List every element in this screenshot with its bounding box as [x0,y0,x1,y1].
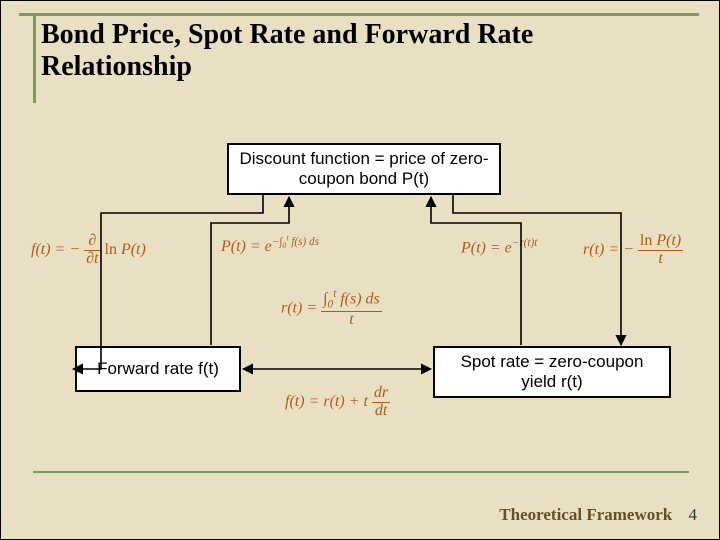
footer: Theoretical Framework 4 [499,505,697,525]
formula-P-from-f: P(t) = e−∫0t f(s) ds [221,233,319,256]
node-forward-rate: Forward rate f(t) [75,346,241,392]
title-side-rule [33,13,36,103]
node-discount-function: Discount function = price of zero-coupon… [227,143,501,195]
formula-r-from-P: r(t) = − ln P(t)t [583,233,683,268]
formula-f-from-r: f(t) = r(t) + t drdt [285,385,390,420]
title-block: Bond Price, Spot Rate and Forward Rate R… [41,19,681,83]
node-discount-label: Discount function = price of zero-coupon… [239,149,489,189]
slide-frame: Bond Price, Spot Rate and Forward Rate R… [0,0,720,540]
node-forward-label: Forward rate f(t) [97,359,219,379]
node-spot-rate: Spot rate = zero-coupon yield r(t) [433,346,671,398]
page-number: 4 [689,505,698,524]
node-spot-label: Spot rate = zero-coupon yield r(t) [445,352,659,392]
slide-title: Bond Price, Spot Rate and Forward Rate R… [41,19,681,83]
footer-label: Theoretical Framework [499,505,672,524]
formula-r-from-f: r(t) = ∫0t f(s) ds t [281,289,382,329]
title-top-rule [19,13,699,16]
formula-P-from-r: P(t) = e−r(t)t [461,237,537,257]
formula-f-from-P: f(t) = − ∂∂t ln P(t) [31,233,146,268]
footer-rule [33,471,689,473]
